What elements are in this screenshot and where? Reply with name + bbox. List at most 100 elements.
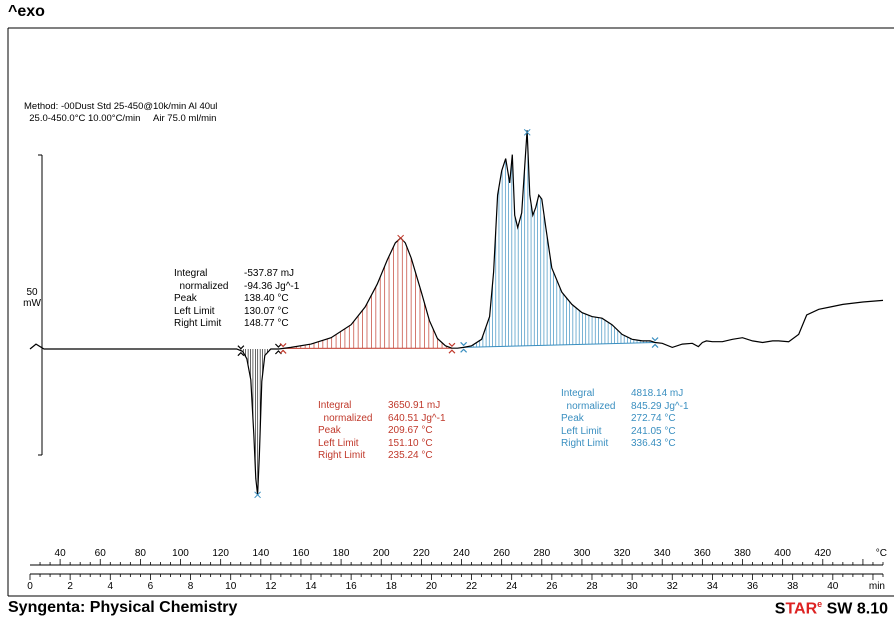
time-tick-label: 2 (67, 581, 73, 592)
dsc-curve (29, 130, 884, 495)
time-tick-label: 22 (466, 581, 478, 592)
result-label: normalized (174, 280, 229, 292)
peak-marker (254, 491, 261, 499)
time-tick-label: 6 (148, 581, 154, 592)
result-value: -537.87 mJ (244, 268, 295, 279)
temperature-tick-label: 300 (574, 548, 591, 559)
temperature-tick-label: 220 (413, 548, 430, 559)
result-row: Left Limit 151.10 °C (318, 438, 446, 451)
time-tick-label: 28 (586, 581, 598, 592)
time-tick-label: 32 (667, 581, 679, 592)
result-value: 148.77 °C (244, 318, 289, 329)
temperature-tick-label: 120 (212, 548, 229, 559)
footer-company: Syngenta: Physical Chemistry (8, 599, 238, 616)
time-tick-label: 8 (188, 581, 194, 592)
temperature-tick-label: 200 (373, 548, 390, 559)
result-label: Integral (318, 400, 352, 411)
star-sup: e (817, 599, 823, 609)
result-row: Right Limit 148.77 °C (174, 318, 299, 331)
limit-marker (448, 342, 456, 354)
result-value: 138.40 °C (244, 293, 289, 304)
limit-marker (279, 342, 287, 354)
method-line-1: Method: -00Dust Std 25-450@10k/min Al 40… (24, 101, 218, 112)
result-value: 151.10 °C (388, 437, 433, 449)
time-tick-label: 10 (225, 581, 237, 592)
result-value: 241.05 °C (631, 425, 676, 437)
result-row: normalized 640.51 Jg^-1 (318, 413, 446, 426)
result-row: Integral -537.87 mJ (174, 268, 299, 281)
temperature-tick-label: 160 (293, 548, 310, 559)
result-row: Left Limit 130.07 °C (174, 306, 299, 319)
result-row: Peak 209.67 °C (318, 425, 446, 438)
result-value: 640.51 Jg^-1 (388, 412, 446, 424)
result-label: Peak (561, 413, 584, 424)
result-label: Peak (318, 425, 341, 436)
limit-marker (237, 345, 245, 357)
method-line-2: 25.0-450.0°C 10.00°C/min Air 75.0 ml/min (24, 113, 217, 124)
result-label: normalized (318, 412, 373, 424)
time-tick-label: 40 (827, 581, 839, 592)
result-label: Right Limit (174, 318, 222, 329)
method-info: Method: -00Dust Std 25-450@10k/min Al 40… (24, 101, 217, 125)
temperature-tick-label: 420 (814, 548, 831, 559)
integration-baseline (463, 342, 656, 348)
result-value: 336.43 °C (631, 438, 676, 449)
result-label: Left Limit (561, 425, 602, 437)
temperature-tick-label: 260 (493, 548, 510, 559)
temperature-tick-label: 180 (333, 548, 350, 559)
result-label: Integral (174, 268, 208, 279)
temperature-tick-label: 40 (55, 548, 67, 559)
temperature-tick-label: 340 (654, 548, 671, 559)
temperature-tick-label: 240 (453, 548, 470, 559)
result-label: Integral (561, 388, 595, 399)
result-value: 235.24 °C (388, 450, 433, 461)
scale-bar-label: 50 mW (22, 287, 42, 309)
time-unit: min (869, 581, 885, 592)
result-box-exotherm-2: Integral 4818.14 mJ normalized 845.29 Jg^-… (561, 388, 689, 451)
result-label: Right Limit (318, 450, 366, 461)
time-tick-label: 4 (108, 581, 114, 592)
result-value: 845.29 Jg^-1 (631, 400, 689, 412)
temperature-tick-label: 380 (734, 548, 751, 559)
result-label: normalized (561, 400, 616, 412)
time-tick-label: 16 (346, 581, 358, 592)
result-row: Peak 272.74 °C (561, 413, 689, 426)
time-tick-label: 24 (506, 581, 518, 592)
temperature-tick-label: 400 (774, 548, 791, 559)
result-row: Right Limit 235.24 °C (318, 450, 446, 463)
result-label: Right Limit (561, 438, 609, 449)
temperature-tick-label: 280 (533, 548, 550, 559)
result-label: Left Limit (318, 437, 359, 449)
result-value: 130.07 °C (244, 305, 289, 317)
star-version: SW 8.10 (822, 600, 888, 618)
result-row: normalized 845.29 Jg^-1 (561, 401, 689, 414)
time-tick-label: 30 (627, 581, 639, 592)
result-value: 3650.91 mJ (388, 400, 441, 411)
star-s: S (774, 600, 786, 618)
result-row: Peak 138.40 °C (174, 293, 299, 306)
peak-marker (523, 128, 531, 136)
time-tick-label: 34 (707, 581, 719, 592)
temperature-tick-label: 140 (252, 548, 269, 559)
temperature-tick-label: 320 (614, 548, 631, 559)
result-value: 209.67 °C (388, 425, 433, 436)
time-tick-label: 0 (27, 581, 33, 592)
temperature-tick-label: 80 (135, 548, 147, 559)
result-value: 272.74 °C (631, 413, 676, 424)
time-tick-label: 14 (305, 581, 317, 592)
result-row: Right Limit 336.43 °C (561, 438, 689, 451)
result-value: -94.36 Jg^-1 (244, 280, 300, 292)
limit-marker (651, 337, 659, 348)
temperature-tick-label: 60 (95, 548, 107, 559)
temperature-tick-label: 360 (694, 548, 711, 559)
result-label: Peak (174, 293, 197, 304)
result-row: Integral 4818.14 mJ (561, 388, 689, 401)
result-label: Left Limit (174, 305, 215, 317)
time-tick-label: 36 (747, 581, 759, 592)
scale-unit: mW (23, 298, 41, 309)
result-row: normalized -94.36 Jg^-1 (174, 280, 300, 294)
result-value: 4818.14 mJ (631, 388, 684, 399)
scale-value: 50 (26, 287, 38, 298)
